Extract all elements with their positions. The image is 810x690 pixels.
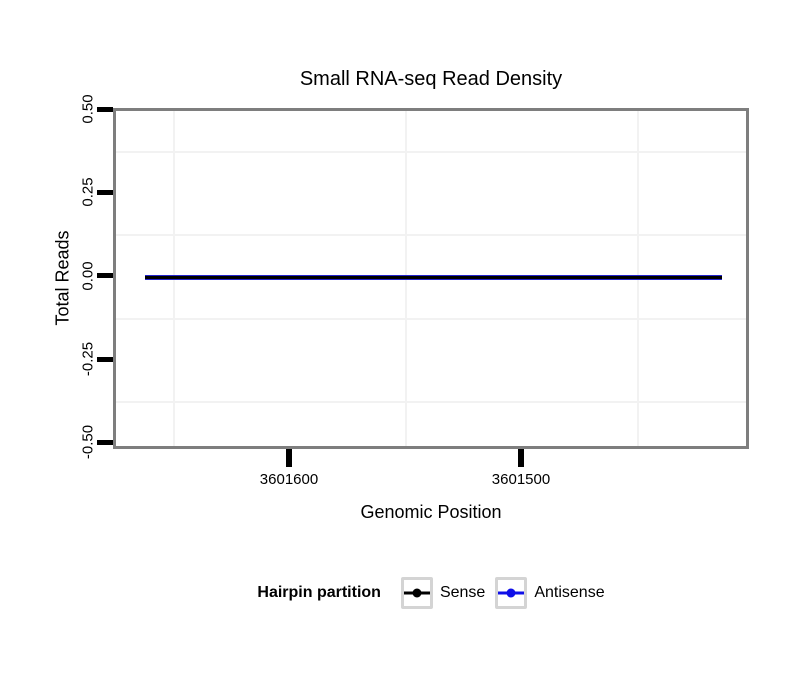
y-tick-mark xyxy=(97,440,113,445)
x-tick-mark xyxy=(286,449,292,467)
sense-series-line xyxy=(145,276,722,279)
x-axis-title: Genomic Position xyxy=(360,502,502,522)
y-tick-label: 0.50 xyxy=(79,94,97,124)
minor-gridline-h xyxy=(116,401,746,403)
minor-gridline-h xyxy=(116,234,746,236)
y-tick-label: 0.00 xyxy=(79,261,97,291)
y-tick-label: 0.25 xyxy=(79,177,97,207)
legend-entry-antisense: Antisense xyxy=(495,577,605,609)
legend: Hairpin partition Sense Antisense xyxy=(113,574,749,612)
sense-key-point xyxy=(412,588,422,598)
y-axis-title: Total Reads xyxy=(52,230,73,326)
legend-label-antisense: Antisense xyxy=(534,584,605,601)
x-tick-label: 3601600 xyxy=(259,471,319,488)
sense-key-icon xyxy=(400,577,433,609)
legend-entry-sense: Sense xyxy=(400,577,486,609)
y-tick-label: -0.25 xyxy=(79,341,97,377)
plot-panel xyxy=(113,108,749,449)
legend-label-sense: Sense xyxy=(439,584,486,601)
y-tick-mark xyxy=(97,357,113,362)
y-tick-label: -0.50 xyxy=(79,424,97,460)
x-tick-label: 3601500 xyxy=(491,471,551,488)
y-tick-mark xyxy=(97,107,113,112)
chart-title: Small RNA-seq Read Density xyxy=(299,68,563,90)
antisense-key-point xyxy=(506,588,516,598)
legend-title: Hairpin partition xyxy=(257,584,381,601)
minor-gridline-h xyxy=(116,151,746,153)
antisense-key-icon xyxy=(495,577,528,609)
y-tick-mark xyxy=(97,190,113,195)
x-tick-mark xyxy=(518,449,524,467)
minor-gridline-h xyxy=(116,318,746,320)
y-tick-mark xyxy=(97,273,113,278)
